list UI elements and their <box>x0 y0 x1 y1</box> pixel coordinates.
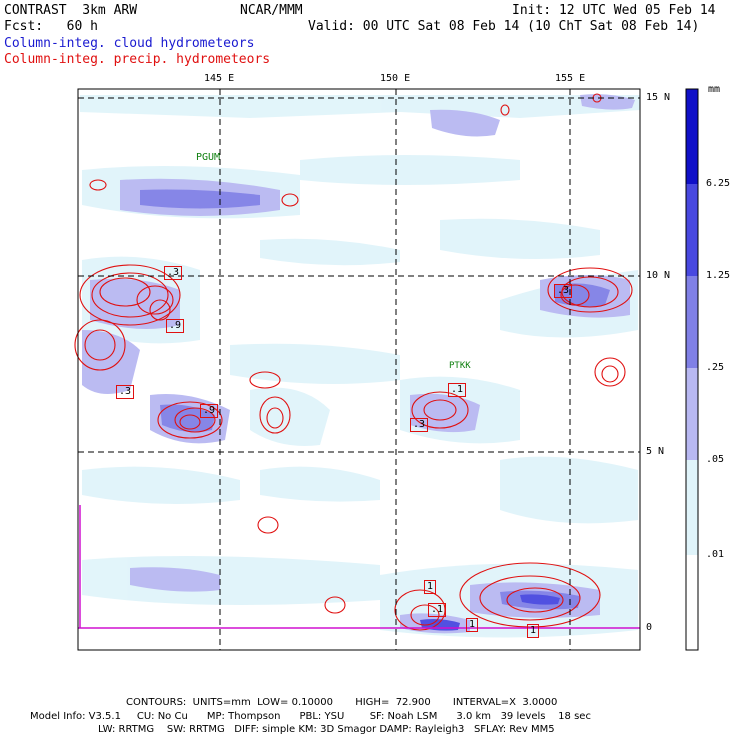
contour-label: .3 <box>554 284 573 298</box>
contour-label: 1 <box>424 580 437 594</box>
station-label-ptkk: PTKK <box>449 361 471 371</box>
contour-label: .9 <box>166 319 185 333</box>
forecast-hour: Fcst: 60 h <box>4 19 98 34</box>
field-label-cloud: Column-integ. cloud hydrometeors <box>4 36 255 51</box>
legend-level-6-25: 6.25 <box>706 178 731 189</box>
lon-label-155: 155 E <box>555 73 586 84</box>
map-frame <box>77 88 641 651</box>
legend-level-1-25: 1.25 <box>706 270 731 281</box>
plot-title: CONTRAST 3km ARW <box>4 3 138 18</box>
valid-time: Valid: 00 UTC Sat 08 Feb 14 (10 ChT Sat … <box>308 19 700 34</box>
legend-colorbar <box>685 88 699 651</box>
contour-label: .3 <box>116 385 135 399</box>
legend-level-0-25: .25 <box>706 362 725 373</box>
legend-level-0-01: .01 <box>706 549 725 560</box>
contour-label: 1 <box>527 624 540 638</box>
contour-label: .1 <box>448 383 467 397</box>
contour-label: .1 <box>428 603 447 617</box>
lat-label-5n: 5 N <box>646 446 665 457</box>
contour-label: .9 <box>200 404 219 418</box>
cloud-shading <box>80 94 640 638</box>
init-time: Init: 12 UTC Wed 05 Feb 14 <box>512 3 716 18</box>
lat-lon-grid <box>78 89 640 650</box>
station-label-pgum: PGUM <box>196 152 221 163</box>
model-info-line2: LW: RRTMG SW: RRTMG DIFF: simple KM: 3D … <box>98 724 555 735</box>
contours-info: CONTOURS: UNITS=mm LOW= 0.10000 HIGH= 72… <box>126 697 558 708</box>
field-label-precip: Column-integ. precip. hydrometeors <box>4 52 271 67</box>
center-label: NCAR/MMM <box>240 3 303 18</box>
legend-unit: mm <box>708 84 721 95</box>
precip-contours <box>74 93 633 631</box>
legend-level-0-05: .05 <box>706 454 725 465</box>
contour-label: .3 <box>164 266 183 280</box>
lon-label-145: 145 E <box>204 73 235 84</box>
lat-label-15n: 15 N <box>646 92 671 103</box>
lat-label-0: 0 <box>646 622 653 633</box>
lon-label-150: 150 E <box>380 73 411 84</box>
contour-label: .3 <box>410 418 429 432</box>
lat-label-10n: 10 N <box>646 270 671 281</box>
model-info-line1: Model Info: V3.5.1 CU: No Cu MP: Thompso… <box>30 711 591 722</box>
contour-label: 1 <box>466 618 479 632</box>
